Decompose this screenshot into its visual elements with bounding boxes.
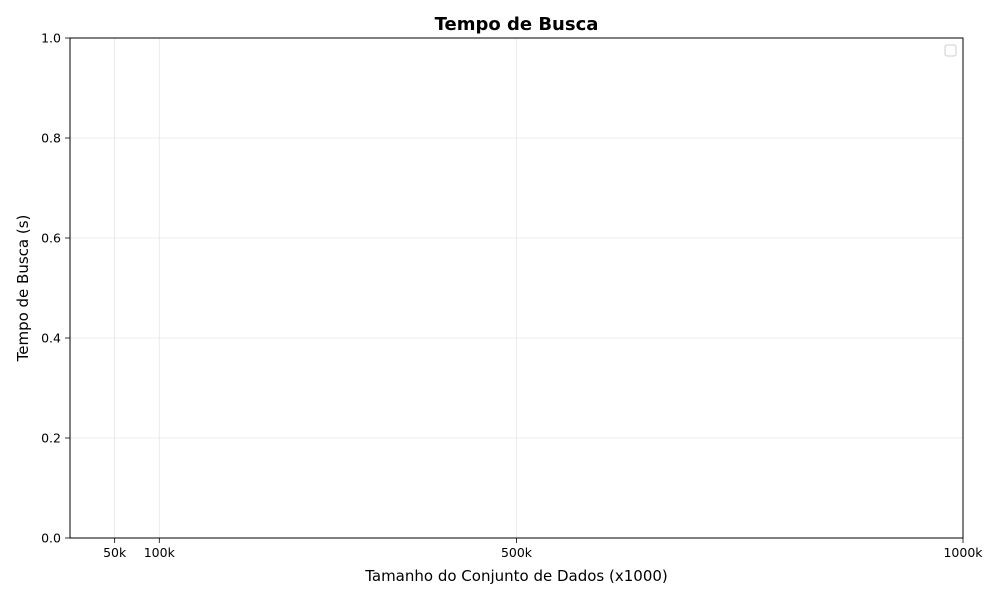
y-axis-ticks: 0.0 0.2 0.4 0.6 0.8 1.0 bbox=[41, 31, 70, 546]
y-axis-label: Tempo de Busca (s) bbox=[14, 215, 32, 363]
x-tick-label: 50k bbox=[103, 545, 127, 560]
x-axis-ticks: 50k 100k 500k 1000k bbox=[103, 538, 983, 560]
x-axis-label: Tamanho do Conjunto de Dados (x1000) bbox=[364, 567, 668, 585]
y-tick-label: 0.2 bbox=[41, 431, 61, 446]
legend-box bbox=[944, 44, 957, 57]
y-tick-label: 0.0 bbox=[41, 531, 61, 546]
y-tick-label: 1.0 bbox=[41, 31, 61, 46]
y-tick-label: 0.8 bbox=[41, 131, 61, 146]
y-tick-label: 0.4 bbox=[41, 331, 61, 346]
y-tick-label: 0.6 bbox=[41, 231, 61, 246]
chart-title: Tempo de Busca bbox=[435, 14, 599, 35]
x-tick-label: 500k bbox=[501, 545, 533, 560]
x-tick-label: 100k bbox=[144, 545, 176, 560]
x-tick-label: 1000k bbox=[943, 545, 983, 560]
